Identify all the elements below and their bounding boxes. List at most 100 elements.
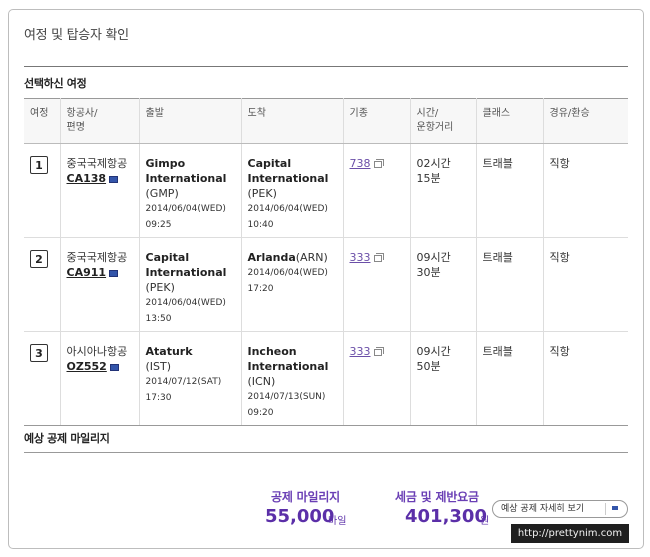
duration-cell: 09시간 50분 [410,331,477,426]
popup-icon[interactable] [109,363,119,371]
departure-airport-name: Capital International [145,251,227,279]
transfer-text: 직항 [549,345,570,358]
departure-airport-name: Gimpo International [145,157,227,185]
flight-number-link[interactable]: CA911 [66,266,107,279]
header-arrival: 도착 [241,98,344,144]
table-row: 1 중국국제항공 CA138 Gimpo International (GMP) 2014… [24,143,628,238]
popup-icon[interactable] [373,348,382,356]
departure-airport-code: (PEK) [145,281,175,294]
itinerary-table: 여정 항공사/ 편명 출발 도착 기종 시간/ 운항거리 클래스 경유/환승 1… [24,98,628,426]
tax-unit: 원 [480,516,490,527]
airline-cell: 중국국제항공 CA138 [60,143,140,238]
equipment-link[interactable]: 738 [349,157,371,170]
section-title-miles: 예상 공제 마일리지 [24,432,110,445]
airline-name: 중국국제항공 [66,157,128,170]
equipment-cell: 333 [343,237,411,332]
page-title: 여정 및 탑승자 확인 [24,28,129,43]
transfer-text: 직항 [549,251,570,264]
airline-cell: 아시아나항공 OZ552 [60,331,140,426]
departure-cell: Ataturk (IST) 2014/07/12(SAT) 17:30 [139,331,242,426]
arrival-airport-code: (PEK) [247,187,277,200]
transfer-cell: 직항 [543,237,628,332]
popup-icon[interactable] [109,175,119,183]
departure-date: 2014/06/04(WED) [145,298,226,308]
segment-cell: 3 [24,331,61,426]
deduct-miles-label: 공제 마일리지 [271,490,341,504]
header-transfer: 경유/환승 [543,98,628,144]
header-departure: 출발 [139,98,242,144]
departure-date: 2014/07/12(SAT) [145,377,222,387]
airline-cell: 중국국제항공 CA911 [60,237,140,332]
header-segment: 여정 [24,98,61,144]
table-row: 3 아시아나항공 OZ552 Ataturk (IST) 2014/07/12(SAT) 1… [24,331,628,426]
class-cell: 트래블 [476,331,544,426]
header-class: 클래스 [476,98,544,144]
segment-number: 3 [30,344,48,362]
arrival-airport-code: (ARN) [295,251,328,264]
departure-time: 13:50 [145,314,172,324]
section-title-itinerary: 선택하신 여정 [24,77,87,90]
airline-name: 아시아나항공 [66,345,128,358]
class-cell: 트래블 [476,237,544,332]
popup-icon[interactable] [109,269,119,277]
arrival-time: 10:40 [247,220,274,230]
arrival-date: 2014/07/13(SUN) [247,392,326,402]
equipment-cell: 333 [343,331,411,426]
arrival-time: 09:20 [247,408,274,418]
transfer-cell: 직항 [543,331,628,426]
transfer-cell: 직항 [543,143,628,238]
miles-detail-button[interactable]: 예상 공제 자세히 보기 [492,500,628,518]
arrival-date: 2014/06/04(WED) [247,204,328,214]
popup-icon[interactable] [373,254,382,262]
arrival-airport-name: Capital International [247,157,329,185]
deduct-miles-value: 55,000 [265,506,335,527]
duration-cell: 09시간 30분 [410,237,477,332]
departure-cell: Gimpo International (GMP) 2014/06/04(WED) 0… [139,143,242,238]
watermark: http://prettynim.com [511,524,629,543]
header-duration-distance: 시간/ 운항거리 [410,98,477,144]
class-text: 트래블 [482,251,513,264]
departure-date: 2014/06/04(WED) [145,204,226,214]
arrival-airport-name: Arlanda [247,251,296,264]
tax-value: 401,300 [405,506,487,527]
duration-cell: 02시간 15분 [410,143,477,238]
header-equipment: 기종 [343,98,411,144]
deduct-miles-unit: 마일 [328,516,347,527]
arrival-cell: Incheon International (ICN) 2014/07/13(SUN… [241,331,344,426]
arrival-time: 17:20 [247,284,274,294]
tax-label: 세금 및 제반요금 [395,490,479,504]
arrival-airport-code: (ICN) [247,375,276,388]
table-header-row: 여정 항공사/ 편명 출발 도착 기종 시간/ 운항거리 클래스 경유/환승 [24,98,628,144]
transfer-text: 직항 [549,157,570,170]
equipment-cell: 738 [343,143,411,238]
popup-icon [605,503,624,515]
duration-text: 09시간 30분 [416,251,451,279]
class-text: 트래블 [482,345,513,358]
class-cell: 트래블 [476,143,544,238]
departure-time: 09:25 [145,220,172,230]
miles-divider [24,452,628,453]
flight-number-link[interactable]: CA138 [66,172,107,185]
departure-airport-code: (GMP) [145,187,179,200]
title-divider [24,66,628,67]
arrival-cell: Capital International (PEK) 2014/06/04(WED… [241,143,344,238]
duration-text: 09시간 50분 [416,345,451,373]
segment-number: 2 [30,250,48,268]
flight-number-link[interactable]: OZ552 [66,360,107,373]
arrival-airport-name: Incheon International [247,345,329,373]
arrival-date: 2014/06/04(WED) [247,268,328,278]
equipment-link[interactable]: 333 [349,251,371,264]
popup-icon[interactable] [373,160,382,168]
itinerary-confirm-panel: 여정 및 탑승자 확인 선택하신 여정 여정 항공사/ 편명 출발 도착 기종 … [8,9,644,549]
departure-airport-name: Ataturk [145,345,193,358]
table-row: 2 중국국제항공 CA911 Capital International (PEK) 20… [24,237,628,332]
segment-cell: 2 [24,237,61,332]
departure-airport-code: (IST) [145,360,172,373]
equipment-link[interactable]: 333 [349,345,371,358]
arrival-cell: Arlanda(ARN) 2014/06/04(WED) 17:20 [241,237,344,332]
departure-cell: Capital International (PEK) 2014/06/04(WED… [139,237,242,332]
class-text: 트래블 [482,157,513,170]
segment-number: 1 [30,156,48,174]
header-airline-flight: 항공사/ 편명 [60,98,140,144]
airline-name: 중국국제항공 [66,251,128,264]
